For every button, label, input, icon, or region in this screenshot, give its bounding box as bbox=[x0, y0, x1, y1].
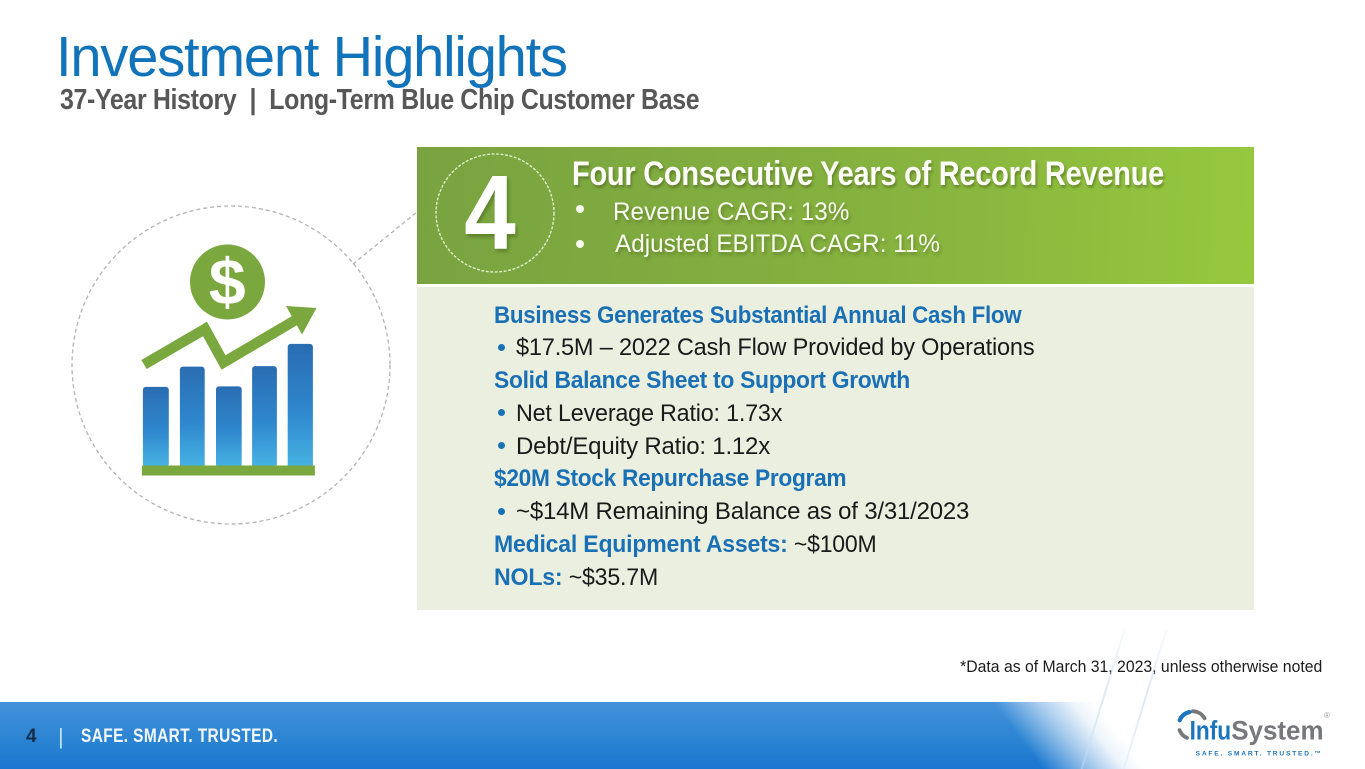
svg-text:SAFE. SMART. TRUSTED.™: SAFE. SMART. TRUSTED.™ bbox=[1196, 751, 1322, 758]
svg-text:$: $ bbox=[209, 245, 246, 318]
svg-text:Infu: Infu bbox=[1190, 715, 1232, 746]
svg-text:®: ® bbox=[1324, 711, 1330, 720]
svg-text:System: System bbox=[1231, 715, 1323, 746]
